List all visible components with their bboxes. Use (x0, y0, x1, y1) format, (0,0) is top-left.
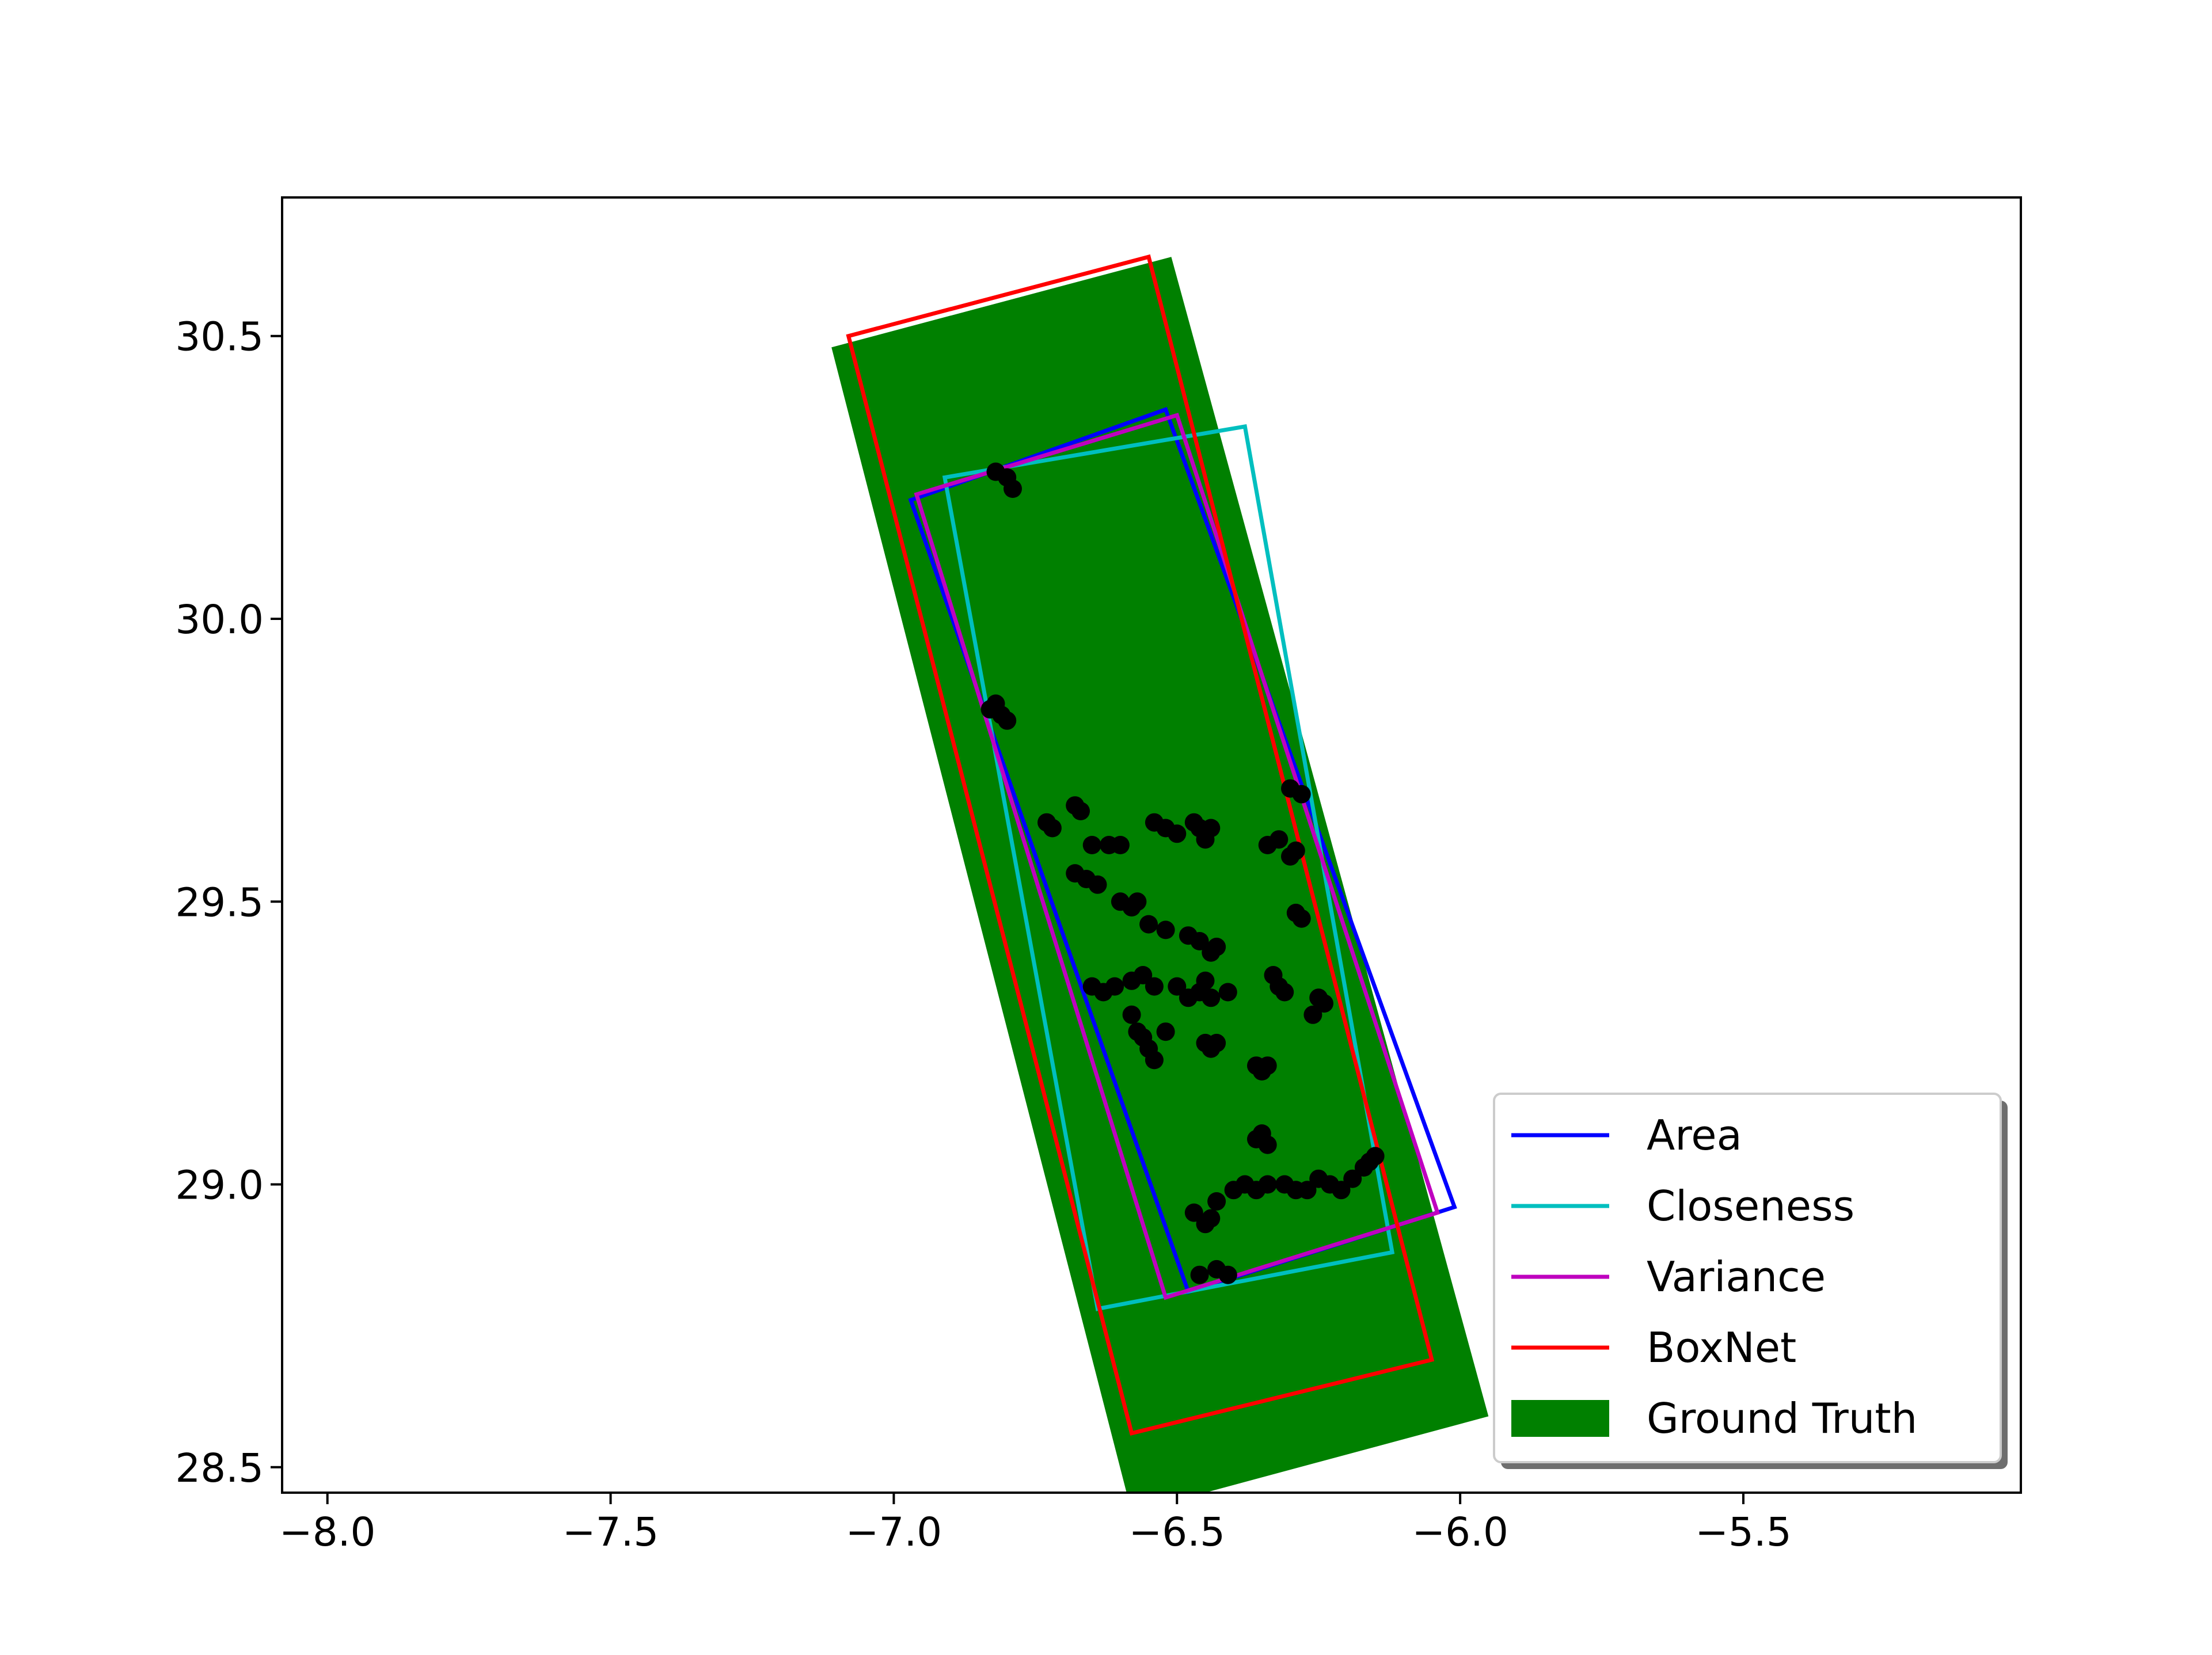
data-point (998, 711, 1017, 730)
y-tick-label: 30.0 (175, 597, 264, 643)
data-point (1258, 1056, 1277, 1075)
x-tick-label: −7.5 (562, 1509, 659, 1555)
data-point (1071, 802, 1090, 820)
data-point (1218, 1265, 1237, 1284)
data-point (1156, 920, 1175, 939)
y-tick-label: 30.5 (175, 314, 264, 360)
x-tick-label: −5.5 (1695, 1509, 1792, 1555)
data-point (1202, 988, 1221, 1007)
area-legend-label: Area (1647, 1111, 1742, 1159)
area-box (908, 406, 1457, 1295)
data-point (1343, 1169, 1362, 1188)
data-point (1190, 932, 1209, 950)
y-tick-label: 28.5 (175, 1445, 264, 1492)
data-point (1258, 1175, 1277, 1194)
y-tick-label: 29.0 (175, 1163, 264, 1209)
boxnet-box (846, 254, 1435, 1436)
closeness-legend-label: Closeness (1647, 1182, 1854, 1230)
y-axis: 28.5 29.0 29.5 30.0 30.5 (175, 314, 282, 1492)
data-point (1202, 1209, 1221, 1228)
data-point (1145, 1051, 1164, 1070)
data-point (1303, 1005, 1322, 1024)
data-point (1082, 836, 1101, 854)
boxnet-legend-label: BoxNet (1647, 1323, 1796, 1372)
data-point (1286, 841, 1305, 860)
data-point (1315, 994, 1333, 1013)
plot-area (831, 254, 1489, 1493)
x-tick-label: −8.0 (279, 1509, 376, 1555)
data-point (1196, 830, 1215, 849)
data-point (1156, 1022, 1175, 1041)
ground-truth-legend-label: Ground Truth (1647, 1394, 1917, 1443)
data-point (1168, 824, 1187, 843)
variance-box (914, 412, 1441, 1300)
data-point (1004, 480, 1022, 498)
data-point (1168, 977, 1187, 996)
variance-legend-label: Variance (1647, 1253, 1826, 1301)
x-tick-label: −6.5 (1128, 1509, 1225, 1555)
data-point (1292, 909, 1311, 928)
x-tick-label: −6.0 (1412, 1509, 1508, 1555)
y-tick-label: 29.5 (175, 880, 264, 926)
data-point (1088, 875, 1107, 894)
data-point (1270, 830, 1289, 849)
data-point (1122, 1005, 1141, 1024)
box-layer (846, 254, 1457, 1436)
data-point (1332, 1181, 1351, 1200)
closeness-box (942, 424, 1395, 1311)
legend-box (1493, 1093, 2002, 1463)
data-point (1207, 1033, 1226, 1052)
data-point (1145, 977, 1164, 996)
x-axis: −8.0 −7.5 −7.0 −6.5 −6.0 −5.5 (279, 1493, 1792, 1555)
data-point (1207, 1192, 1226, 1211)
data-point (1292, 785, 1311, 804)
data-point (1275, 983, 1294, 1002)
legend: Area Closeness Variance BoxNet Ground Truth (1493, 1093, 2008, 1469)
data-point (1111, 836, 1130, 854)
data-point (1139, 915, 1158, 934)
data-point (1134, 966, 1153, 984)
data-point (1207, 937, 1226, 956)
data-point (1128, 892, 1147, 911)
data-point (980, 700, 999, 719)
ground-truth-legend-swatch (1511, 1400, 1609, 1437)
data-point (1252, 1124, 1271, 1143)
data-point (1298, 1181, 1317, 1200)
data-point (1184, 1203, 1203, 1222)
data-point (1366, 1147, 1385, 1166)
data-point (1043, 819, 1062, 838)
data-point (1105, 977, 1124, 996)
data-point (1196, 971, 1215, 990)
axes-frame (281, 196, 2022, 1494)
point-layer (980, 462, 1385, 1284)
data-point (1218, 983, 1237, 1002)
data-point (1190, 1265, 1209, 1284)
x-tick-label: −7.0 (846, 1509, 942, 1555)
